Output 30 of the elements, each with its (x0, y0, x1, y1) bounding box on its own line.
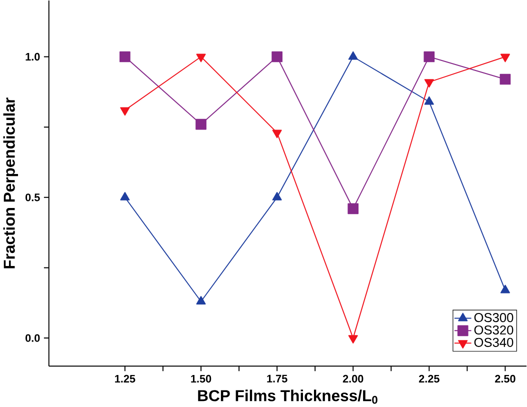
x-axis-title: BCP Films Thickness/L$_{0}$ (198, 390, 378, 404)
point (272, 192, 282, 200)
y-tick-label: 0.0 (26, 334, 40, 342)
x-tick-label: 2.00 (342, 374, 364, 383)
point (500, 54, 510, 62)
point (424, 96, 434, 105)
point (500, 74, 511, 85)
point (120, 51, 130, 62)
point (120, 192, 130, 200)
x-tick-label: 1.25 (115, 374, 136, 383)
y-axis-title: Fraction Perpendicular (3, 98, 18, 268)
legend-label: OS340 (474, 338, 514, 347)
y-tick-label: 1.0 (26, 52, 40, 61)
point (272, 130, 282, 138)
legend-label: OS300 (474, 313, 514, 322)
y-tick-label: 0.5 (26, 194, 40, 202)
point (196, 54, 206, 62)
x-tick-label: 1.75 (267, 374, 288, 382)
point (272, 51, 282, 62)
legend-label: OS320 (474, 325, 514, 335)
x-tick-label: 2.25 (418, 374, 440, 383)
point (348, 203, 359, 214)
point (424, 51, 435, 62)
point (424, 79, 434, 88)
point (120, 107, 130, 116)
point (500, 284, 510, 294)
point (196, 296, 206, 304)
x-tick-label: 1.50 (191, 374, 212, 383)
x-tick-label: 2.50 (495, 374, 516, 383)
point (196, 118, 206, 130)
